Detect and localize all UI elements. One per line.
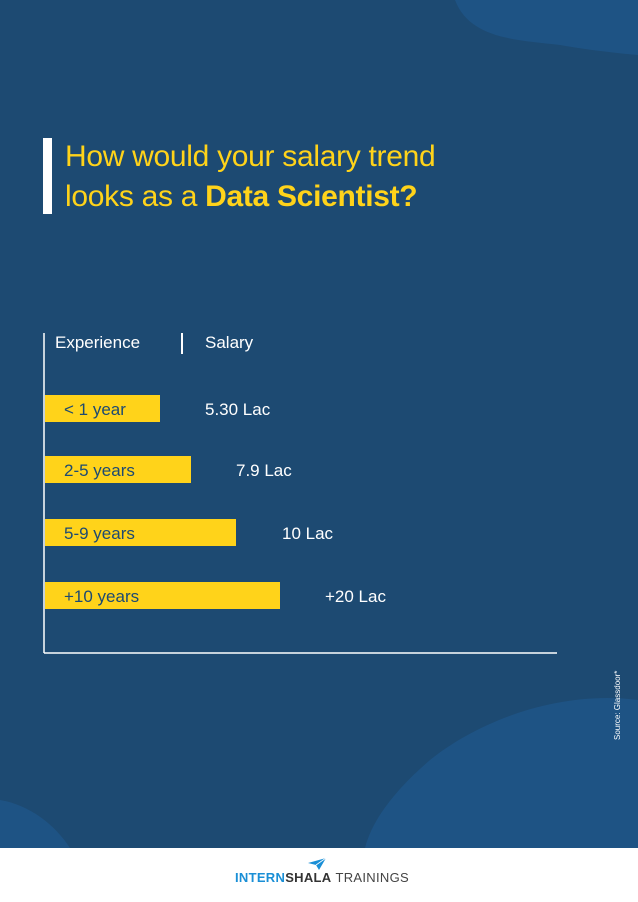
header-experience: Experience <box>55 333 140 352</box>
bar-2 <box>45 456 191 483</box>
page-title: How would your salary trend looks as a D… <box>65 137 436 217</box>
title-line-2-prefix: looks as a <box>65 180 206 213</box>
category-label-1: < 1 year <box>64 400 126 419</box>
paper-plane-icon <box>308 857 327 870</box>
brand-logo: INTERNSHALA TRAININGS <box>235 870 409 885</box>
header-salary: Salary <box>205 333 254 352</box>
category-label-3: 5-9 years <box>64 524 135 543</box>
brand-part-trainings: TRAININGS <box>335 870 409 885</box>
brand-part-intern: INTERN <box>235 870 286 885</box>
category-label-2: 2-5 years <box>64 461 135 480</box>
value-label-3: 10 Lac <box>282 524 334 543</box>
title-line-2-bold: Data Scientist? <box>205 180 418 213</box>
poster-background <box>0 0 638 848</box>
source-text: Source: Glassdoor* <box>613 670 622 740</box>
bar-group: < 1 year 5.30 Lac 2-5 years 7.9 Lac 5-9 year… <box>45 395 386 609</box>
title-line-1: How would your salary trend <box>65 140 436 173</box>
salary-chart: Experience Salary < 1 year 5.30 Lac 2-5 ye… <box>43 333 557 654</box>
value-label-1: 5.30 Lac <box>205 400 271 419</box>
footer <box>0 848 638 902</box>
bar-1 <box>45 395 160 422</box>
brand-part-shala: SHALA <box>285 870 332 885</box>
value-label-2: 7.9 Lac <box>236 461 292 480</box>
title-accent-bar <box>43 138 52 214</box>
value-label-4: +20 Lac <box>325 587 386 606</box>
bar-3 <box>45 519 236 546</box>
source-note: Source: Glassdoor* <box>611 660 625 740</box>
bar-4 <box>45 582 280 609</box>
category-label-4: +10 years <box>64 587 139 606</box>
background-shapes <box>0 0 638 848</box>
